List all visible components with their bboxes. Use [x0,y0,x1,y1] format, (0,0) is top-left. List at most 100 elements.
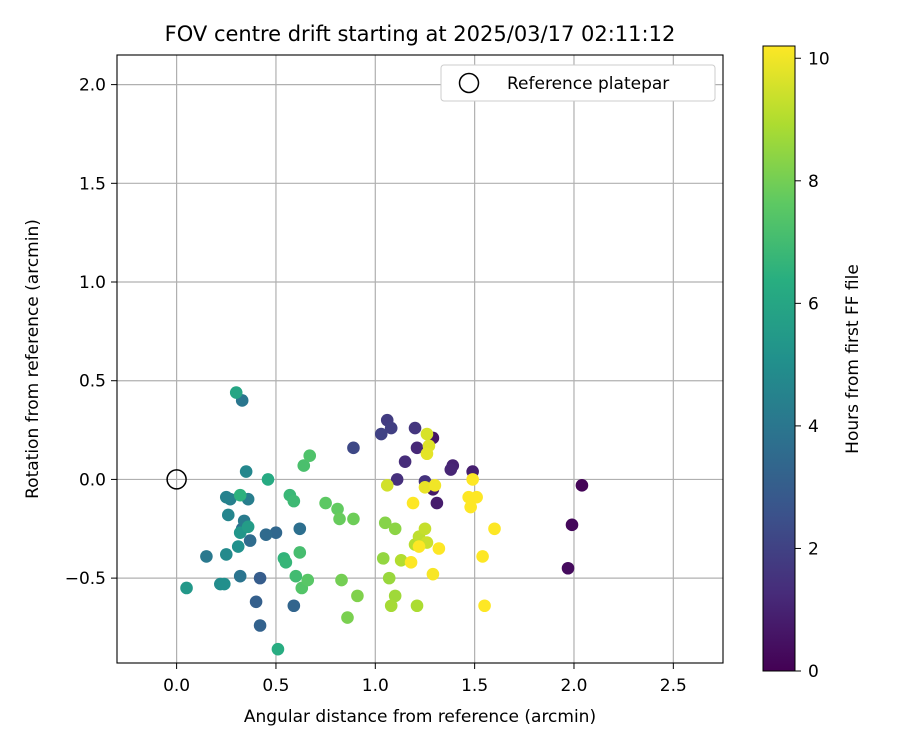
data-point [241,520,255,534]
data-point [408,421,422,435]
data-point [333,512,346,526]
data-point [412,540,426,553]
data-point [388,522,402,536]
data-point [380,479,394,492]
data-point [253,571,267,585]
colorbar-label: Hours from first FF file [843,264,863,454]
data-point [231,540,245,553]
x-tick-label: 0.5 [262,676,289,696]
data-point [279,556,293,569]
chart-title: FOV centre drift starting at 2025/03/17 … [165,22,676,46]
colorbar-ticks: 0 2 4 6 8 10 [795,49,830,682]
data-point [259,528,273,541]
data-point [565,518,579,532]
colorbar: 0 2 4 6 8 10 Hours from first FF file [762,45,863,682]
data-point [420,447,434,461]
scatter-points [180,386,589,656]
data-point [410,599,424,613]
data-point [382,571,396,585]
data-point [430,496,444,510]
data-point [239,465,253,478]
data-point [301,573,315,587]
y-tick-label: 0.0 [79,470,106,490]
y-tick-label: 1.5 [79,174,106,194]
data-point [293,522,307,536]
reference-marker [166,469,187,490]
x-tick-label: 0.0 [163,676,190,696]
data-point [341,611,354,624]
data-point [420,427,434,441]
data-point [233,569,247,583]
data-point [384,599,398,613]
data-point [444,463,458,476]
x-tick-label: 2.5 [660,676,687,696]
colorbar-tick-label: 8 [808,172,819,192]
data-point [217,577,231,591]
x-axis-ticks: 0.0 0.5 1.0 1.5 2.0 2.5 [163,663,687,696]
colorbar-tick-label: 2 [808,539,819,559]
data-point [287,494,301,508]
data-point [335,573,348,587]
data-point [374,427,388,441]
data-point [271,642,285,656]
x-tick-label: 1.5 [461,676,488,696]
colorbar-tick-label: 10 [808,49,830,69]
data-point [470,490,483,504]
colorbar-tick-label: 0 [808,662,819,682]
data-point [406,496,420,510]
data-point [426,567,440,581]
data-point [289,569,303,583]
data-point [200,550,213,563]
data-point [303,449,317,463]
x-tick-label: 1.0 [362,676,389,696]
data-point [466,473,479,486]
data-point [410,441,424,455]
data-point [378,516,392,530]
data-point [398,455,412,468]
y-axis-label: Rotation from reference (arcmin) [23,219,43,499]
data-point [269,526,283,540]
data-point [297,459,311,472]
data-point [388,589,402,603]
data-point [219,490,233,504]
data-point [180,581,193,595]
x-axis-label: Angular distance from reference (arcmin) [244,707,596,727]
data-point [249,595,263,609]
data-point [418,522,432,536]
data-point [287,599,301,613]
data-point [561,561,575,575]
data-point [384,421,398,435]
data-point [351,589,364,603]
plot-frame [116,54,724,664]
data-point [404,556,418,569]
data-point [376,552,390,565]
data-point [390,473,404,486]
y-tick-label: −0.5 [65,569,106,589]
data-point [476,550,489,563]
legend-reference-marker [458,72,480,94]
data-point [432,542,446,555]
data-point [418,481,432,494]
colorbar-gradient [762,45,796,672]
data-point [488,522,501,536]
data-point [347,512,360,526]
y-tick-label: 2.0 [79,76,106,96]
data-point [428,479,442,492]
y-tick-label: 0.5 [79,372,106,392]
data-point [331,502,344,516]
data-point [233,488,247,502]
data-point [219,548,233,561]
data-point [229,386,243,399]
y-tick-label: 1.0 [79,273,106,293]
x-tick-label: 2.0 [560,676,587,696]
data-point [464,500,477,514]
y-axis-ticks: −0.5 0.0 0.5 1.0 1.5 2.0 [65,76,117,589]
legend: Reference platepar [440,64,716,102]
data-point [221,508,235,522]
reference-point [166,469,187,490]
data-point [253,619,267,632]
data-point [293,546,307,559]
colorbar-tick-label: 6 [808,294,819,314]
grid-lines [117,55,723,663]
